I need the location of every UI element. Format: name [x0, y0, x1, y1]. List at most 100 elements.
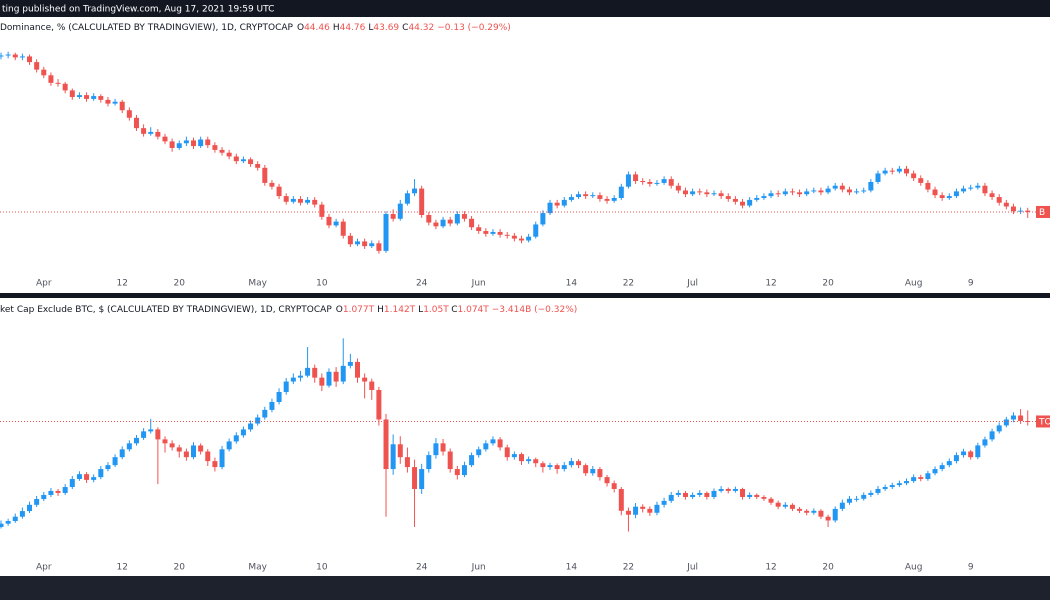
- candle-body: [761, 196, 767, 199]
- candle-body: [789, 191, 795, 193]
- candle-body: [797, 508, 803, 511]
- candle-body: [205, 139, 211, 146]
- x-tick-label: 9: [968, 279, 974, 289]
- candle-body: [547, 202, 553, 214]
- candle-body: [255, 164, 261, 168]
- change: −3.414B (−0.32%): [492, 305, 578, 315]
- candle-body: [319, 377, 325, 386]
- candle-body: [968, 451, 974, 458]
- symbol-title: Dominance, % (CALCULATED BY TRADINGVIEW)…: [0, 23, 294, 33]
- candle-body: [390, 214, 396, 219]
- candle-body: [911, 173, 917, 179]
- candle-body: [433, 222, 439, 227]
- candle-body: [390, 444, 396, 470]
- candle-body: [419, 188, 425, 215]
- candle-body: [262, 167, 268, 183]
- candle-body: [1003, 202, 1009, 207]
- candle-body: [754, 198, 760, 200]
- candle-body: [904, 168, 910, 174]
- candle-body: [91, 477, 97, 480]
- candle-body: [0, 55, 4, 57]
- candle-body: [533, 224, 539, 237]
- candle-body: [212, 461, 218, 468]
- ohlc-value: 44.46: [304, 23, 330, 33]
- candle-body: [832, 185, 838, 189]
- candle-body: [732, 198, 738, 202]
- candle-body: [526, 459, 532, 462]
- candle-body: [198, 445, 204, 452]
- candle-body: [846, 498, 852, 503]
- candle-body: [290, 198, 296, 202]
- candle-body: [397, 203, 403, 219]
- candle-body: [989, 193, 995, 198]
- candle-body: [697, 191, 703, 193]
- candle-body: [918, 178, 924, 183]
- candle-body: [248, 159, 254, 165]
- candle-body: [775, 502, 781, 507]
- candle-body: [376, 389, 382, 420]
- candle-body: [12, 54, 18, 58]
- candle-body: [226, 152, 232, 157]
- candle-body: [654, 504, 660, 513]
- candle-body: [668, 494, 674, 501]
- candle-body: [811, 190, 817, 192]
- candle-body: [76, 95, 82, 98]
- ohlc-key: L: [368, 23, 373, 33]
- candle-body: [861, 494, 867, 499]
- price-tag: TO: [1038, 417, 1050, 427]
- candle-body: [618, 488, 624, 511]
- candle-body: [483, 443, 489, 450]
- x-tick-label: 24: [416, 279, 428, 289]
- candle-body: [55, 82, 61, 84]
- candle-body: [854, 191, 860, 193]
- candle-body: [782, 191, 788, 195]
- candle-body: [797, 192, 803, 195]
- x-tick-label: 12: [765, 279, 776, 289]
- candle-body: [625, 510, 631, 515]
- candle-body: [747, 494, 753, 497]
- ohlc-key: C: [451, 305, 457, 315]
- candle-body: [333, 221, 339, 226]
- ohlc-key: O: [297, 23, 304, 33]
- candle-body: [126, 110, 132, 118]
- candle-body: [469, 455, 475, 466]
- candle-body: [219, 449, 225, 468]
- top-bar: [0, 0, 1050, 17]
- candle-body: [369, 243, 375, 247]
- candle-body: [839, 502, 845, 509]
- candle-body: [169, 141, 175, 148]
- candle-body: [961, 451, 967, 456]
- candle-body: [0, 523, 4, 527]
- candle-body: [326, 216, 332, 226]
- candle-body: [98, 96, 104, 100]
- candle-body: [84, 474, 90, 480]
- candle-body: [362, 377, 368, 382]
- candle-body: [583, 465, 589, 474]
- candle-body: [433, 443, 439, 456]
- candle-body: [469, 218, 475, 228]
- candle-body: [675, 492, 681, 495]
- change: −0.13 (−0.29%): [437, 23, 511, 33]
- candle-body: [925, 182, 931, 190]
- ohlc-key: C: [402, 23, 408, 33]
- candle-body: [675, 185, 681, 191]
- candle-body: [176, 447, 182, 452]
- candle-body: [932, 189, 938, 196]
- candle-body: [476, 227, 482, 232]
- candle-body: [198, 139, 204, 147]
- candle-body: [205, 451, 211, 462]
- candle-body: [789, 504, 795, 509]
- candle-body: [19, 511, 25, 517]
- candle-body: [818, 510, 824, 517]
- candle-body: [740, 488, 746, 497]
- candle-body: [504, 447, 510, 458]
- candle-body: [155, 429, 161, 440]
- candle-body: [141, 431, 147, 438]
- candle-body: [811, 510, 817, 513]
- candle-body: [554, 465, 560, 470]
- candle-body: [968, 187, 974, 189]
- candle-body: [518, 454, 524, 462]
- candle-body: [5, 54, 11, 56]
- candle-body: [290, 377, 296, 382]
